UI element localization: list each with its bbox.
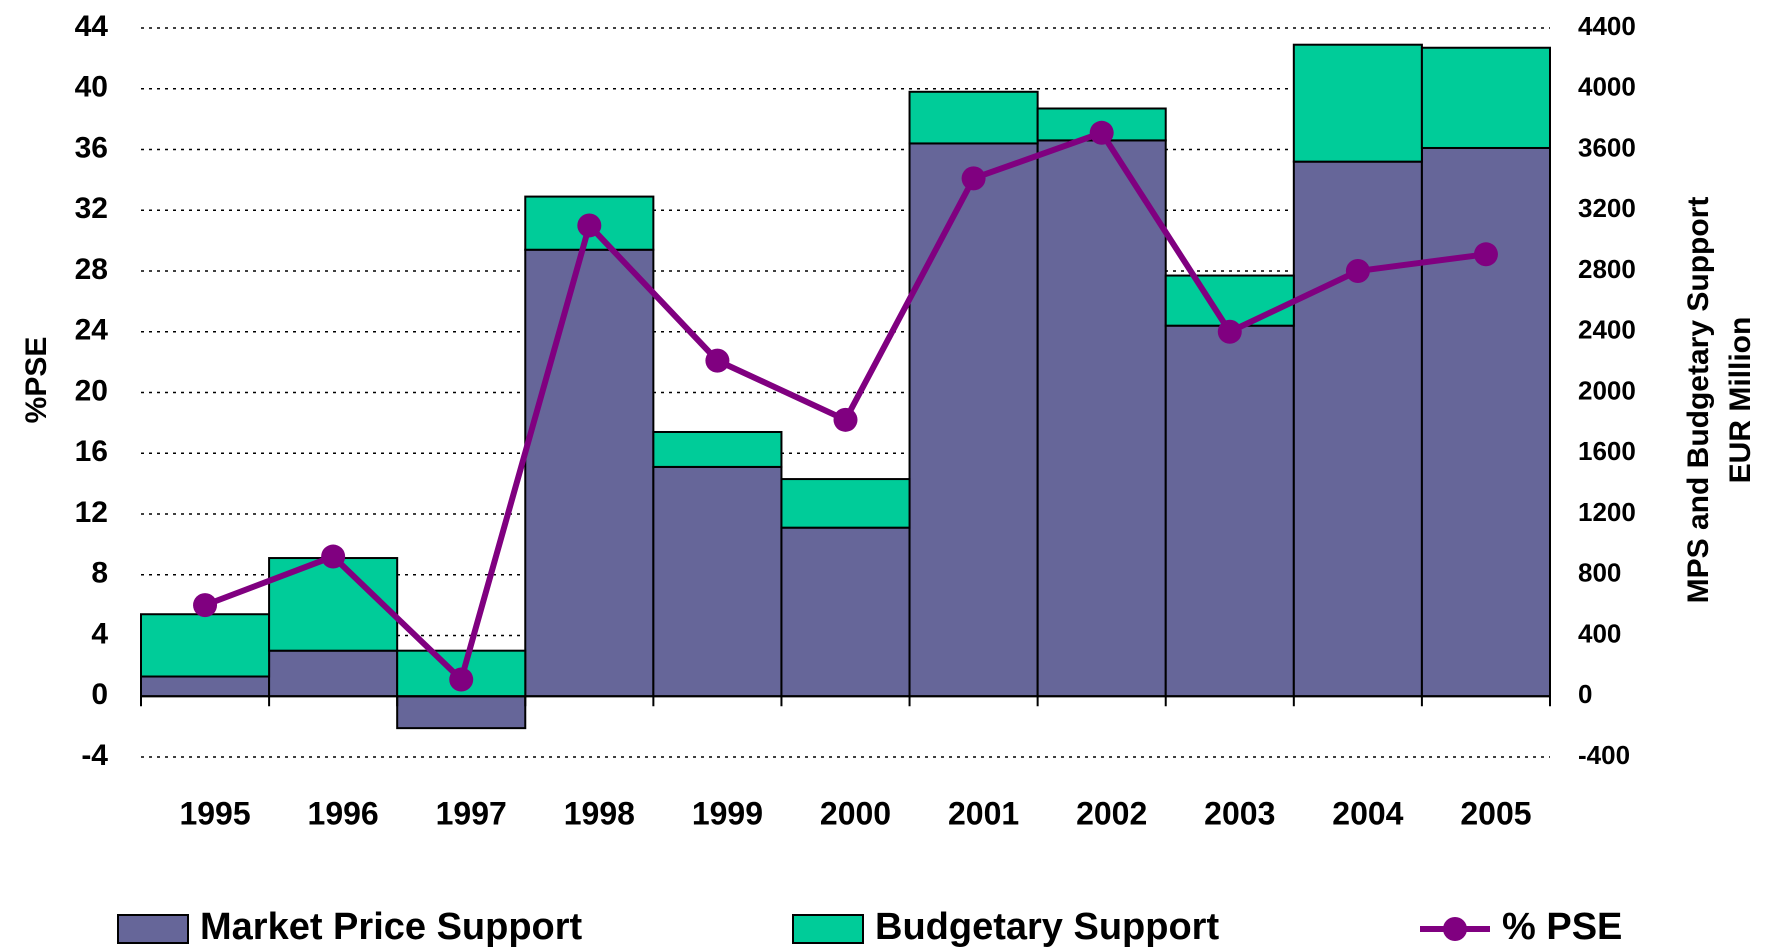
legend-label: Market Price Support [200, 906, 583, 948]
legend-swatch [117, 914, 189, 944]
x-tick-label: 2000 [820, 795, 891, 831]
point [961, 166, 986, 191]
point [193, 593, 218, 618]
y2-tick-label: 3200 [1578, 193, 1636, 223]
y2-tick-label: 2800 [1578, 254, 1636, 284]
legend-swatch [1443, 917, 1467, 941]
x-tick-label: 1998 [564, 795, 635, 831]
y2-tick-label: 3600 [1578, 132, 1636, 162]
legend-label: Budgetary Support [875, 906, 1219, 948]
bar [1292, 43, 1423, 163]
bar [1420, 146, 1551, 698]
bar [1420, 46, 1551, 149]
legend-swatch [792, 914, 864, 944]
y2-tick-label: 4400 [1578, 11, 1636, 41]
bar [396, 695, 527, 730]
x-tick-label: 2002 [1076, 795, 1147, 831]
y2-axis-label: MPS and Budgetary Support [1682, 197, 1715, 604]
y2-tick-label: 2400 [1578, 315, 1636, 345]
y2-tick-label: 1200 [1578, 497, 1636, 527]
x-tick-label: 1997 [436, 795, 507, 831]
point [1345, 259, 1370, 283]
bar [780, 478, 911, 529]
y2-tick-label: 2000 [1578, 375, 1636, 405]
point [449, 667, 474, 692]
bar [652, 465, 783, 698]
bar [140, 675, 271, 698]
y2-tick-label: 800 [1578, 558, 1621, 588]
y-tick-label: 20 [75, 374, 108, 407]
x-tick-label: 2001 [948, 795, 1019, 831]
x-tick-label: 2003 [1204, 795, 1275, 831]
x-tick-label: 2004 [1332, 795, 1403, 831]
bar [652, 430, 783, 468]
bar [140, 613, 271, 678]
y2-tick-label: 1600 [1578, 436, 1636, 466]
point [1217, 319, 1242, 344]
bar [908, 142, 1039, 698]
x-tick-label: 2005 [1460, 795, 1531, 831]
y-tick-label: 4 [91, 617, 108, 650]
y-tick-label: 44 [75, 10, 109, 43]
bar [1164, 324, 1295, 698]
bar [268, 649, 399, 698]
y-tick-label: 24 [75, 314, 109, 347]
point [1089, 120, 1114, 145]
x-tick-label: 1999 [692, 795, 763, 831]
y-axis-label: %PSE [20, 337, 53, 424]
bar [1036, 139, 1167, 698]
x-tick-label: 1995 [179, 795, 250, 831]
point [577, 213, 602, 238]
x-tick-label: 1996 [308, 795, 379, 831]
y-tick-label: 36 [75, 131, 108, 164]
bar [1292, 160, 1423, 698]
y-tick-label: 8 [91, 557, 108, 590]
point [705, 348, 730, 373]
y-tick-label: -4 [81, 739, 108, 772]
legend-label: % PSE [1502, 906, 1622, 948]
y-tick-label: 32 [75, 192, 108, 225]
bar [908, 90, 1039, 145]
y-tick-label: 0 [91, 678, 108, 711]
point [833, 407, 858, 432]
y2-tick-label: 400 [1578, 618, 1621, 648]
y-tick-label: 12 [75, 496, 108, 529]
y-tick-label: 28 [75, 253, 108, 286]
y-tick-label: 40 [75, 71, 108, 104]
y2-tick-label: 0 [1578, 679, 1592, 709]
y2-tick-label: -400 [1578, 740, 1630, 770]
y-tick-label: 16 [75, 435, 108, 468]
y2-tick-label: 4000 [1578, 72, 1636, 102]
bar [524, 248, 655, 698]
point [1473, 242, 1498, 267]
bar [780, 526, 911, 698]
bar [1164, 274, 1295, 327]
y2-axis-label: EUR Million [1724, 317, 1757, 484]
point [321, 544, 346, 569]
